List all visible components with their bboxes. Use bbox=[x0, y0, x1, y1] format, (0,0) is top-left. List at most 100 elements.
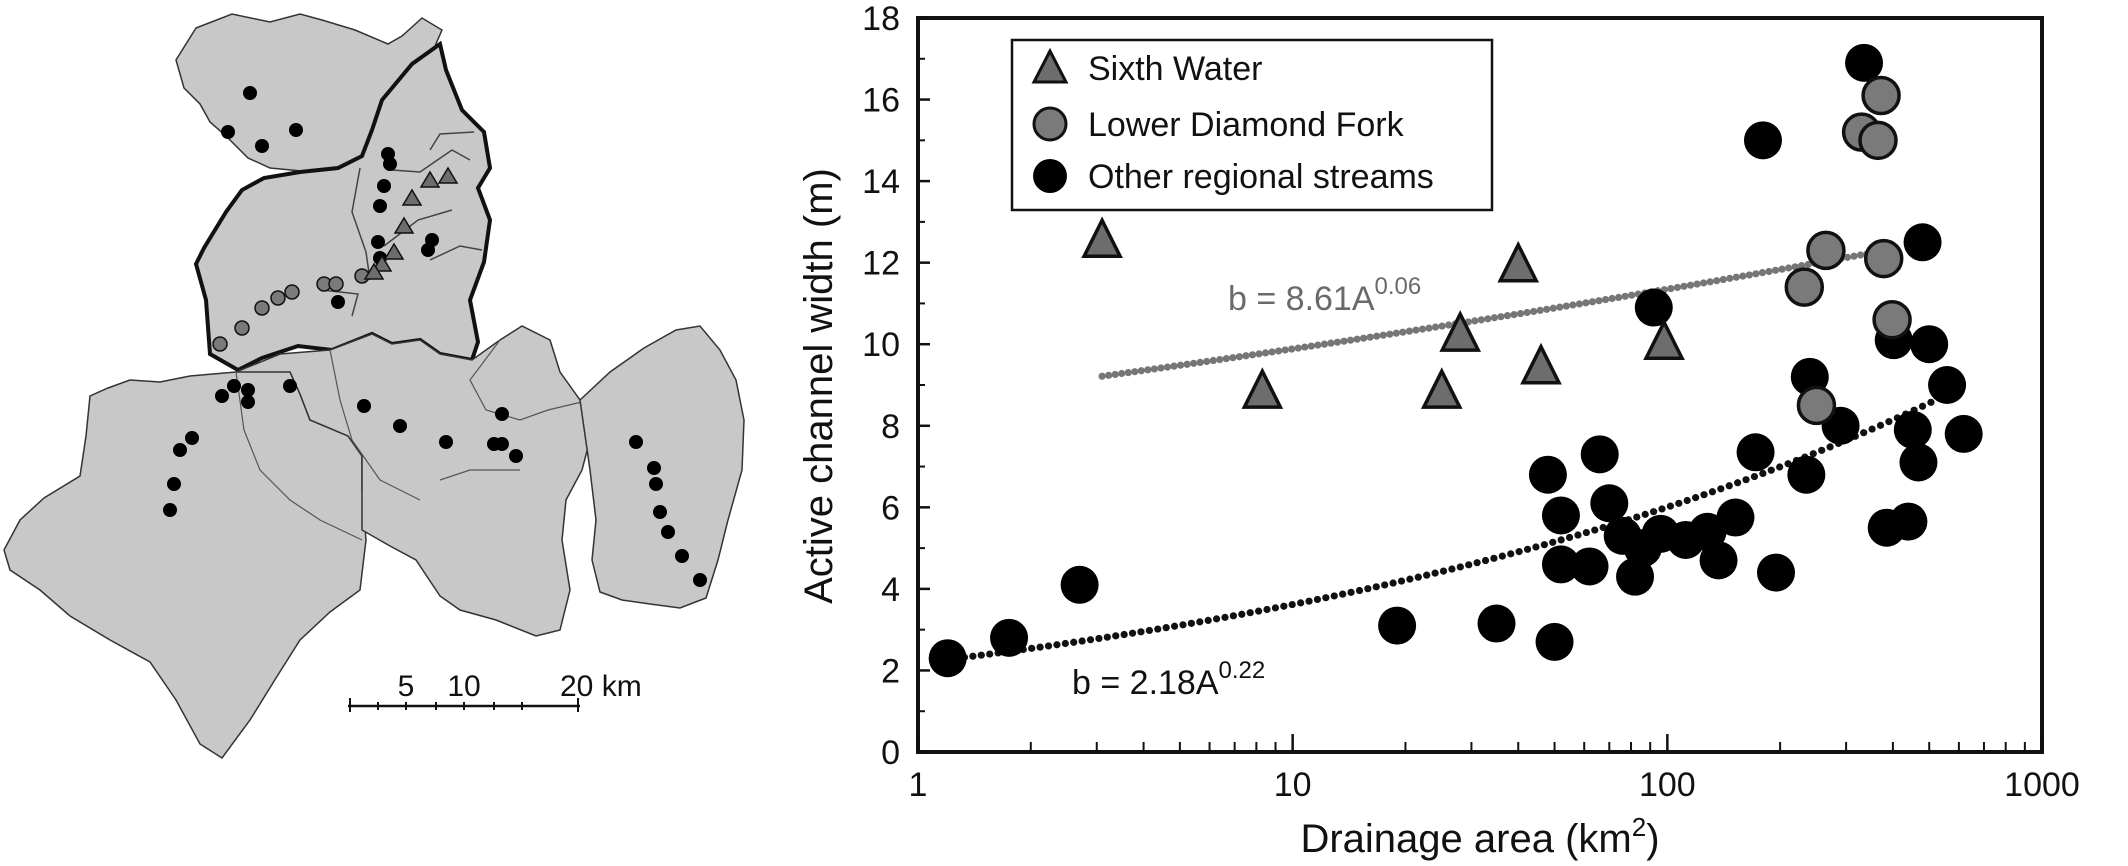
trendline-dot-lower-diamond-fork bbox=[1399, 328, 1407, 336]
scale-label-10: 10 bbox=[447, 670, 480, 703]
trendline-dot-other bbox=[1490, 554, 1498, 562]
trendline-dot-lower-diamond-fork bbox=[1615, 293, 1623, 302]
trendline-dot-lower-diamond-fork bbox=[1758, 269, 1767, 277]
trendline-dot-other bbox=[1339, 590, 1347, 598]
trendline-dot-other bbox=[1708, 488, 1717, 496]
trendline-dot-other bbox=[1582, 528, 1590, 537]
trendline-dot-other bbox=[986, 650, 994, 658]
point-lower-diamond-fork bbox=[1863, 238, 1904, 279]
legend-label-other: Other regional streams bbox=[1088, 158, 1434, 196]
trendline-dot-lower-diamond-fork bbox=[1176, 361, 1185, 369]
trendline-dot-other bbox=[1481, 556, 1490, 565]
point-other-regional-stream bbox=[1616, 557, 1655, 596]
trendline-dot-lower-diamond-fork bbox=[1360, 334, 1368, 342]
basin-right bbox=[579, 325, 745, 609]
trendline-dot-other bbox=[1809, 450, 1817, 458]
trendline-dot-lower-diamond-fork bbox=[1713, 277, 1721, 285]
trendline-dot-lower-diamond-fork bbox=[1569, 301, 1577, 309]
trendline-dot-other bbox=[1204, 616, 1212, 624]
trendline-dot-other bbox=[1557, 536, 1565, 544]
trendline-dot-other bbox=[1028, 644, 1036, 652]
point-other-regional-stream bbox=[1944, 414, 1983, 453]
trendline-dot-other bbox=[1549, 538, 1557, 546]
map-points-sixth-water bbox=[363, 166, 459, 280]
trendline-dot-lower-diamond-fork bbox=[1516, 309, 1525, 318]
trendline-dot-lower-diamond-fork bbox=[1700, 279, 1708, 287]
trendline-dot-other bbox=[1305, 597, 1313, 605]
trendline-dot-lower-diamond-fork bbox=[1124, 369, 1132, 377]
trendline-dot-other bbox=[1347, 588, 1355, 596]
trendline-dot-lower-diamond-fork bbox=[1693, 280, 1701, 288]
x-tick-label: 1000 bbox=[2004, 766, 2080, 804]
trendline-dot-lower-diamond-fork bbox=[1510, 311, 1518, 319]
trendline-dot-other bbox=[1473, 559, 1481, 567]
trendline-dot-lower-diamond-fork bbox=[1314, 341, 1322, 349]
trendline-dot-other bbox=[1658, 505, 1666, 513]
trendline-dot-lower-diamond-fork bbox=[1190, 359, 1198, 367]
trendline-dot-other bbox=[1170, 622, 1179, 630]
trendline-dot-other bbox=[1145, 626, 1153, 635]
trendline-dot-other bbox=[1414, 573, 1422, 581]
point-sixth-water bbox=[1497, 240, 1540, 283]
trendline-dot-other bbox=[1372, 583, 1380, 591]
subbasin-lines bbox=[321, 131, 483, 317]
trendline-dot-other bbox=[1439, 567, 1448, 575]
point-other-regional-stream bbox=[1688, 512, 1727, 551]
trendline-dot-other bbox=[1641, 510, 1649, 518]
trendline-dot-lower-diamond-fork bbox=[1183, 360, 1191, 368]
trend-label-other: b = 2.18A0.22 bbox=[1072, 657, 1265, 702]
trendline-dot-other bbox=[1860, 429, 1868, 437]
trendline-dot-lower-diamond-fork bbox=[1150, 365, 1159, 373]
trendline-dot-lower-diamond-fork bbox=[1111, 370, 1119, 379]
trendline-dot-lower-diamond-fork bbox=[1673, 283, 1682, 292]
trendline-dot-other bbox=[1876, 421, 1885, 429]
trendline-dot-other bbox=[1053, 641, 1061, 649]
point-other-regional-stream bbox=[1903, 223, 1942, 262]
trendline-dot-lower-diamond-fork bbox=[1582, 299, 1590, 307]
point-other-regional-stream bbox=[1736, 433, 1775, 472]
trendline-dot-lower-diamond-fork bbox=[1752, 270, 1760, 278]
trendline-dot-lower-diamond-fork bbox=[1346, 336, 1355, 344]
trendline-dot-lower-diamond-fork bbox=[1771, 266, 1780, 274]
trendline-dot-other bbox=[1540, 541, 1548, 549]
legend-label-lower-diamond-fork: Lower Diamond Fork bbox=[1088, 106, 1405, 144]
trendline-dot-lower-diamond-fork bbox=[1118, 369, 1126, 378]
trendline-dot-other bbox=[1112, 632, 1120, 640]
trendline-dot-other bbox=[1322, 594, 1330, 602]
trendline-dot-other bbox=[1918, 402, 1927, 410]
trendline-dot-lower-diamond-fork bbox=[1719, 275, 1727, 284]
trendline-dot-lower-diamond-fork bbox=[1366, 333, 1374, 341]
trendline-dot-other bbox=[1406, 575, 1414, 583]
legend-marker-other bbox=[1033, 159, 1067, 193]
trendline-dot-lower-diamond-fork bbox=[1281, 346, 1289, 354]
trendline-dot-lower-diamond-fork bbox=[1105, 371, 1113, 379]
trendline-dot-lower-diamond-fork bbox=[1288, 345, 1296, 353]
trendline-dot-other bbox=[1137, 628, 1145, 636]
trend-lines bbox=[944, 246, 1960, 664]
x-tick-label: 100 bbox=[1639, 766, 1696, 804]
y-tick-label: 8 bbox=[881, 408, 900, 446]
trendline-dot-other bbox=[1086, 636, 1095, 644]
y-axis-title: Active channel width (m) bbox=[797, 168, 841, 604]
trendline-dot-other bbox=[1515, 548, 1523, 556]
trendline-dot-other bbox=[1297, 599, 1305, 607]
y-tick-label: 6 bbox=[881, 489, 900, 527]
point-other-regional-stream bbox=[1580, 435, 1619, 474]
trendline-dot-lower-diamond-fork bbox=[1333, 338, 1342, 346]
trendline-dot-other bbox=[969, 652, 977, 660]
trendline-dot-lower-diamond-fork bbox=[1667, 284, 1675, 293]
trendline-dot-lower-diamond-fork bbox=[1255, 350, 1263, 358]
trendline-dot-lower-diamond-fork bbox=[1170, 362, 1178, 370]
trendline-dot-other bbox=[1725, 482, 1733, 490]
trendline-dot-lower-diamond-fork bbox=[1608, 294, 1616, 303]
trendline-dot-other bbox=[1036, 643, 1044, 651]
y-ticks: 0 2 4 6 8 10 12 14 16 18 bbox=[862, 0, 930, 772]
trendline-dot-other bbox=[1271, 604, 1280, 612]
trendline-dot-lower-diamond-fork bbox=[1543, 305, 1551, 313]
trendline-dot-lower-diamond-fork bbox=[1320, 340, 1328, 348]
trendline-dot-lower-diamond-fork bbox=[1268, 348, 1276, 356]
trendline-dot-lower-diamond-fork bbox=[1628, 291, 1636, 299]
trendline-dot-other bbox=[1683, 496, 1691, 505]
trendline-dot-lower-diamond-fork bbox=[1745, 271, 1753, 279]
trendline-dot-lower-diamond-fork bbox=[1490, 314, 1498, 322]
